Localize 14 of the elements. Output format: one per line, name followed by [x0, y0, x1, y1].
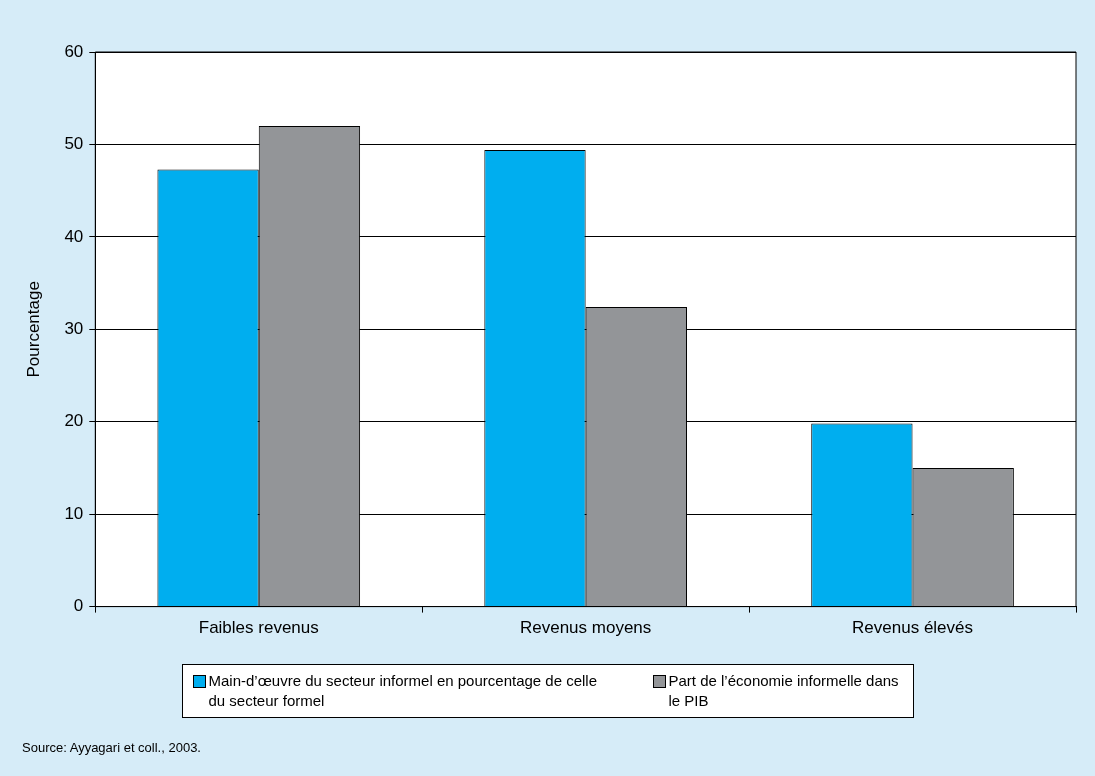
y-tick-label: 10 — [64, 503, 84, 523]
legend-label: Part de l’économie informelle dans le PIB — [668, 671, 900, 711]
y-tick-label: 30 — [64, 318, 84, 338]
x-tick-label: Revenus moyens — [519, 618, 652, 638]
y-tick-label: 20 — [64, 411, 84, 431]
y-tick-label: 40 — [64, 226, 84, 246]
legend-label: Main-d’œuvre du secteur informel en pourcentage de celle du secteur formel — [208, 671, 599, 711]
y-tick-label: 50 — [64, 134, 84, 154]
y-axis-title: Pourcentage — [23, 281, 43, 378]
source-note: Source: Ayyagari et coll., 2003. — [22, 740, 201, 755]
y-tick-label: 60 — [64, 41, 84, 61]
x-tick-label: Faibles revenus — [198, 618, 319, 638]
y-tick-label: 0 — [73, 596, 84, 616]
x-tick-label: Revenus élevés — [852, 618, 974, 638]
